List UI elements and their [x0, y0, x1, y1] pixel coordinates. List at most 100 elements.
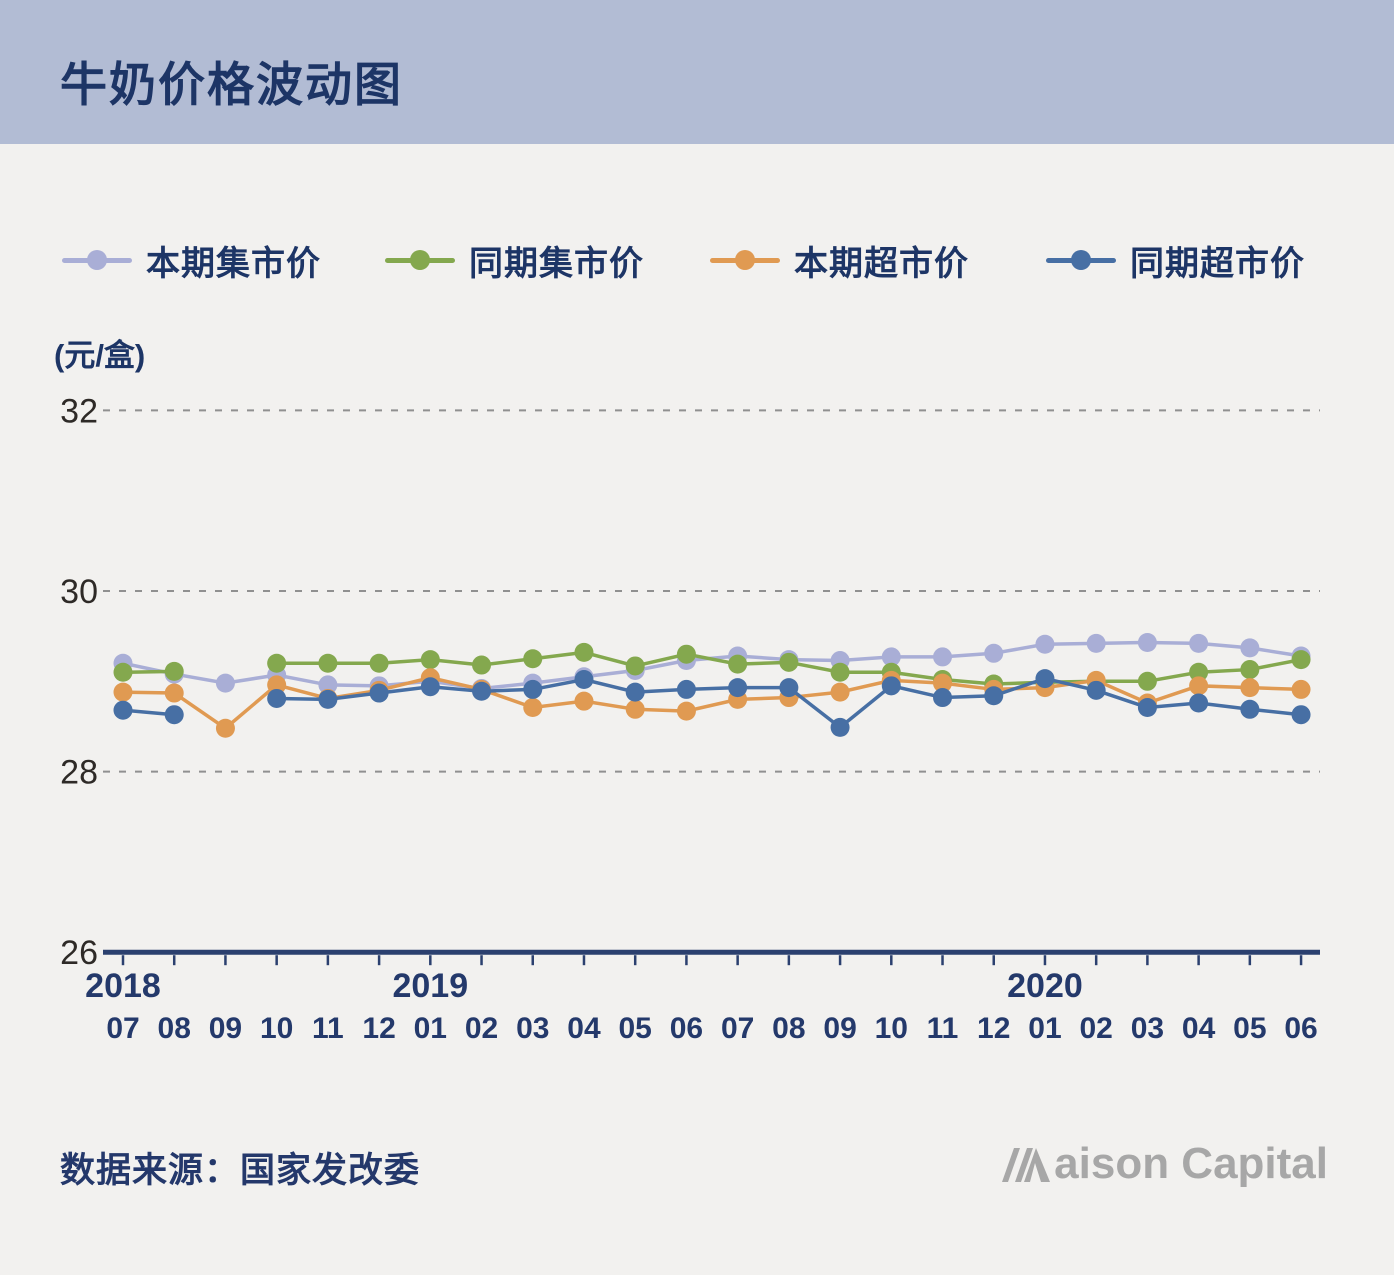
legend-marker-lavender-icon [62, 249, 132, 271]
y-axis-unit-label: (元/盒) [54, 338, 146, 373]
price-line-chart: 32 30 28 26 07 08 09 10 11 12 01 02 03 04 05 06 07 08 09 10… [60, 392, 1320, 1045]
data-point-0-21 [1189, 633, 1209, 653]
data-point-2-2 [215, 718, 235, 738]
data-point-3-21 [1189, 693, 1209, 713]
y-tick-label-32: 32 [60, 392, 98, 430]
data-point-3-18 [1035, 669, 1055, 689]
data-point-2-0 [113, 682, 133, 702]
data-point-2-1 [164, 683, 184, 703]
data-point-2-10 [625, 699, 645, 719]
data-point-1-14 [830, 662, 850, 682]
maison-capital-logo: aison Capital [1000, 1138, 1328, 1190]
data-point-1-1 [164, 661, 184, 681]
x-year-label-2018: 2018 [85, 967, 161, 1005]
data-point-2-16 [933, 673, 953, 693]
data-point-0-22 [1240, 638, 1260, 658]
data-point-1-23 [1291, 650, 1311, 670]
data-point-3-5 [369, 683, 389, 703]
data-point-3-15 [881, 676, 901, 696]
data-point-3-13 [779, 678, 799, 698]
logo-m-icon [1002, 1148, 1051, 1182]
data-point-2-11 [676, 701, 696, 721]
legend-label: 同期集市价 [469, 244, 644, 283]
y-tick-label-30: 30 [60, 573, 98, 611]
x-month-label: 08 [158, 1012, 191, 1045]
series-line-2 [122, 675, 1302, 731]
data-point-1-21 [1189, 662, 1209, 682]
data-point-1-22 [1240, 660, 1260, 680]
legend-item-benqi-jishi: 本期集市价 [62, 238, 321, 283]
x-month-label: 06 [1284, 1012, 1317, 1045]
data-point-3-20 [1137, 697, 1157, 717]
logo-text: aison Capital [1054, 1139, 1328, 1188]
data-point-1-11 [676, 644, 696, 664]
data-point-3-14 [830, 717, 850, 737]
y-tick-label-28: 28 [60, 754, 98, 792]
legend-label: 同期超市价 [1130, 244, 1305, 283]
x-month-label: 12 [977, 1012, 1010, 1045]
data-point-1-12 [728, 654, 748, 674]
data-point-2-8 [523, 697, 543, 717]
chart-legend: 本期集市价 同期集市价 本期超市价 同期超市价 [0, 238, 1394, 283]
data-point-3-6 [420, 677, 440, 697]
data-point-2-3 [267, 675, 287, 695]
data-point-0-19 [1086, 633, 1106, 653]
data-point-0-4 [318, 675, 338, 695]
data-source-note: 数据来源：国家发改委 [60, 1151, 421, 1190]
x-month-label: 10 [260, 1012, 293, 1045]
x-month-label: 03 [1131, 1012, 1164, 1045]
x-month-label: 07 [721, 1012, 754, 1045]
data-point-3-3 [267, 688, 287, 708]
data-point-2-22 [1240, 678, 1260, 698]
data-point-2-23 [1291, 679, 1311, 699]
x-month-label: 07 [106, 1012, 139, 1045]
y-tick-label-26: 26 [60, 934, 98, 972]
data-point-3-17 [984, 686, 1004, 706]
data-point-3-9 [574, 669, 594, 689]
data-point-3-22 [1240, 699, 1260, 719]
data-point-0-18 [1035, 634, 1055, 654]
x-month-label: 11 [927, 1012, 959, 1045]
data-point-0-17 [984, 643, 1004, 663]
x-month-label: 11 [312, 1012, 344, 1045]
x-month-label: 01 [1028, 1012, 1061, 1045]
x-month-label: 08 [772, 1012, 805, 1045]
legend-marker-green-icon [385, 249, 455, 271]
data-point-1-4 [318, 653, 338, 673]
x-month-label: 09 [823, 1012, 856, 1045]
data-point-1-3 [267, 653, 287, 673]
legend-item-benqi-chaoshi: 本期超市价 [710, 238, 969, 283]
data-point-3-12 [728, 678, 748, 698]
data-point-2-9 [574, 691, 594, 711]
data-point-1-10 [625, 656, 645, 676]
x-month-label: 05 [619, 1012, 652, 1045]
data-point-0-20 [1137, 632, 1157, 652]
x-month-label: 02 [465, 1012, 498, 1045]
x-month-label: 05 [1233, 1012, 1266, 1045]
data-point-0-15 [881, 647, 901, 667]
x-month-label: 02 [1079, 1012, 1112, 1045]
x-month-label: 04 [1182, 1012, 1216, 1045]
data-point-3-23 [1291, 705, 1311, 725]
data-point-1-5 [369, 653, 389, 673]
x-month-label: 06 [670, 1012, 703, 1045]
legend-label: 本期集市价 [146, 244, 321, 283]
header-band: 牛奶价格波动图 [0, 0, 1394, 144]
data-point-2-14 [830, 682, 850, 702]
x-month-label: 10 [875, 1012, 908, 1045]
data-point-1-7 [472, 655, 492, 675]
x-month-label: 01 [414, 1012, 447, 1045]
data-point-3-16 [933, 688, 953, 708]
x-month-label: 09 [209, 1012, 242, 1045]
data-point-3-4 [318, 689, 338, 709]
data-point-1-6 [420, 650, 440, 670]
data-point-1-13 [779, 652, 799, 672]
x-month-label: 04 [567, 1012, 601, 1045]
data-point-3-8 [523, 679, 543, 699]
data-point-1-20 [1137, 671, 1157, 691]
data-point-3-11 [676, 679, 696, 699]
data-point-3-10 [625, 682, 645, 702]
data-point-3-0 [113, 700, 133, 720]
data-point-3-7 [472, 681, 492, 701]
x-year-label-2020: 2020 [1007, 967, 1083, 1005]
